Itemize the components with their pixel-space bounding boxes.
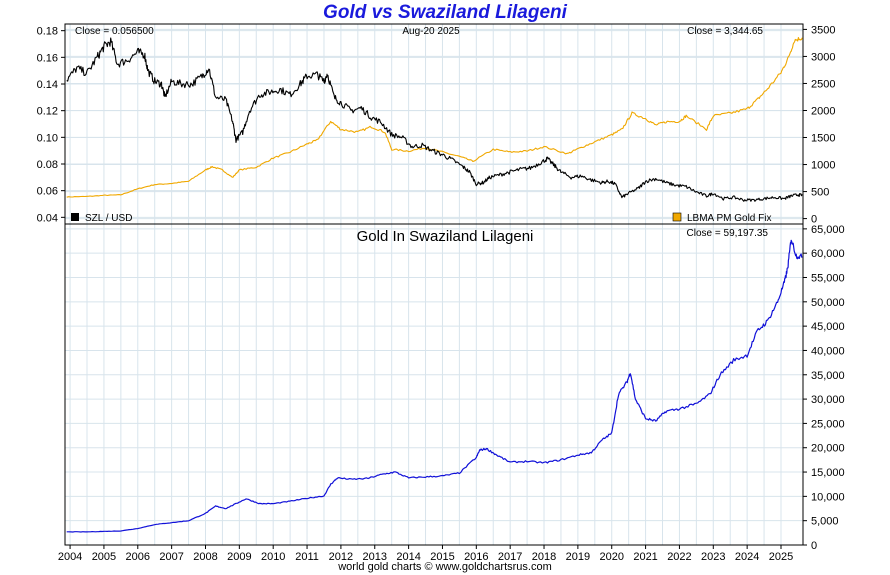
right-axis-tick-label: 3500 [811,24,835,36]
bottom-axis-tick-label: 55,000 [811,273,845,285]
x-axis-tick-label: 2009 [227,551,251,563]
bottom-axis-tick-label: 30,000 [811,394,845,406]
x-axis-tick-label: 2023 [701,551,725,563]
x-axis-tick-label: 2025 [769,551,793,563]
x-axis-tick-label: 2020 [599,551,623,563]
x-axis-tick-label: 2015 [430,551,454,563]
right-axis-tick-label: 1500 [811,133,835,145]
x-axis-tick-label: 2011 [295,551,319,563]
x-axis-tick-label: 2019 [566,551,590,563]
x-axis-tick-label: 2016 [464,551,488,563]
right-axis-tick-label: 2500 [811,78,835,90]
gold-usd-line [66,36,803,198]
x-axis-tick-label: 2017 [498,551,522,563]
right-axis-tick-label: 2000 [811,105,835,117]
gold-close-label: Close = 3,344.65 [687,26,763,37]
left-axis-tick-label: 0.08 [37,159,58,171]
left-axis-tick-label: 0.18 [37,26,58,38]
szl-usd-line [66,37,803,202]
right-axis-tick-label: 1000 [811,160,835,172]
bottom-axis-tick-label: 20,000 [811,443,845,455]
top-plot-frame [64,23,804,225]
right-axis-tick-label: 3000 [811,51,835,63]
x-axis-tick-label: 2018 [532,551,556,563]
x-axis-tick-label: 2008 [193,551,217,563]
left-axis-tick-label: 0.04 [37,212,58,224]
bottom-axis-tick-label: 65,000 [811,224,845,236]
szl-close-label: Close = 0.056500 [75,26,154,37]
x-axis-tick-label: 2007 [159,551,183,563]
x-axis-tick-label: 2005 [92,551,116,563]
left-axis-tick-label: 0.06 [37,186,58,198]
bottom-axis-tick-label: 50,000 [811,297,845,309]
bottom-axis-tick-label: 15,000 [811,467,845,479]
bottom-axis-tick-label: 5,000 [811,516,839,528]
right-axis-tick-label: 0 [811,214,817,226]
bottom-axis-tick-label: 0 [811,540,817,552]
footer-credit: world gold charts © www.goldchartsrus.co… [338,561,552,573]
x-axis-tick-label: 2022 [667,551,691,563]
legend-szl-label: SZL / USD [85,213,132,224]
legend-gold-swatch [672,212,682,222]
page-title: Gold vs Swaziland Lilageni [323,2,567,23]
legend-szl-swatch [71,213,79,221]
bottom-plot-frame [64,223,804,546]
gold-szl-line [66,239,803,533]
bottom-axis-tick-label: 10,000 [811,491,845,503]
x-axis-tick-label: 2004 [58,551,82,563]
x-axis-tick-label: 2014 [396,551,420,563]
x-axis-tick-label: 2024 [735,551,759,563]
bottom-axis-tick-label: 35,000 [811,370,845,382]
bottom-axis-tick-label: 40,000 [811,345,845,357]
left-axis-tick-label: 0.12 [37,106,58,118]
legend-gold-label: LBMA PM Gold Fix [687,213,771,224]
x-axis-tick-label: 2021 [633,551,657,563]
x-axis-tick-label: 2010 [261,551,285,563]
left-axis-tick-label: 0.16 [37,52,58,64]
gold-szl-close-label: Close = 59,197.35 [687,228,769,239]
date-label: Aug-20 2025 [402,26,460,37]
bottom-chart-title: Gold In Swaziland Lilageni [357,228,534,245]
x-axis-tick-label: 2006 [126,551,150,563]
x-axis-tick-label: 2013 [363,551,387,563]
bottom-axis-tick-label: 45,000 [811,321,845,333]
right-axis-tick-label: 500 [811,187,829,199]
left-axis-tick-label: 0.14 [37,79,58,91]
x-axis-tick-label: 2012 [329,551,353,563]
bottom-axis-tick-label: 25,000 [811,418,845,430]
left-axis-tick-label: 0.10 [37,132,58,144]
bottom-axis-tick-label: 60,000 [811,248,845,260]
